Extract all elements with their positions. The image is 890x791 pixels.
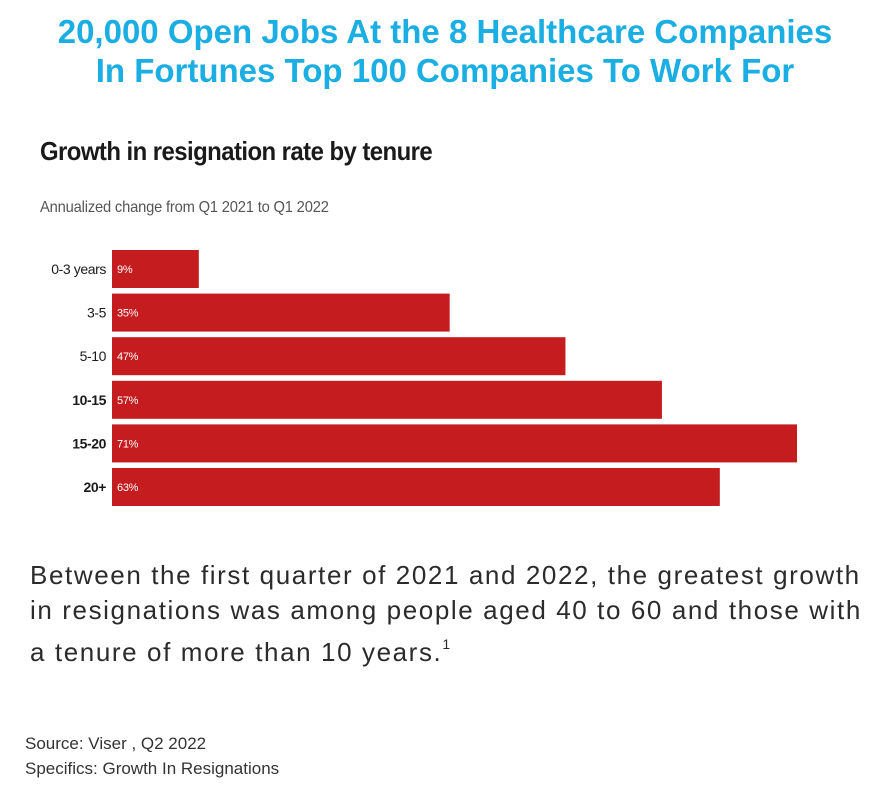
- bar-chart: 0-3 years 9% 3-5 35% 5-10 47% 10-15 57% 15-20 71%…: [51, 250, 797, 506]
- category-label: 20+: [83, 479, 106, 495]
- value-label: 35%: [117, 308, 139, 320]
- source-line: Source: Viser , Q2 2022: [25, 734, 207, 753]
- description-text: Between the first quarter of 2021 and 20…: [30, 560, 862, 667]
- category-label: 5-10: [80, 348, 107, 364]
- chart-subtitle: Annualized change from Q1 2021 to Q1 202…: [40, 199, 329, 216]
- value-label: 71%: [117, 438, 139, 450]
- source-block: Source: Viser , Q2 2022 Specifics: Growt…: [25, 731, 279, 781]
- bar-3-5: [112, 293, 450, 332]
- bar-20+: [112, 468, 720, 506]
- footnote-marker: 1: [442, 636, 451, 652]
- category-label: 0-3 years: [51, 261, 106, 277]
- category-label: 10-15: [72, 392, 106, 408]
- category-label: 3-5: [87, 305, 107, 321]
- bar-15-20: [112, 424, 797, 463]
- headline: 20,000 Open Jobs At the 8 Healthcare Com…: [0, 12, 890, 90]
- headline-line-1: 20,000 Open Jobs At the 8 Healthcare Com…: [57, 13, 833, 50]
- category-label: 15-20: [72, 435, 106, 451]
- description-paragraph: Between the first quarter of 2021 and 20…: [30, 558, 870, 670]
- value-label: 63%: [117, 482, 139, 494]
- specifics-line: Specifics: Growth In Resignations: [25, 759, 280, 778]
- value-label: 57%: [117, 395, 139, 407]
- value-label: 9%: [117, 264, 133, 276]
- bar-0-3-years: [112, 250, 199, 288]
- bar-5-10: [112, 337, 566, 376]
- bar-10-15: [112, 380, 662, 419]
- chart-title: Growth in resignation rate by tenure: [40, 136, 433, 166]
- value-label: 47%: [117, 351, 139, 363]
- headline-line-2: In Fortunes Top 100 Companies To Work Fo…: [95, 52, 795, 89]
